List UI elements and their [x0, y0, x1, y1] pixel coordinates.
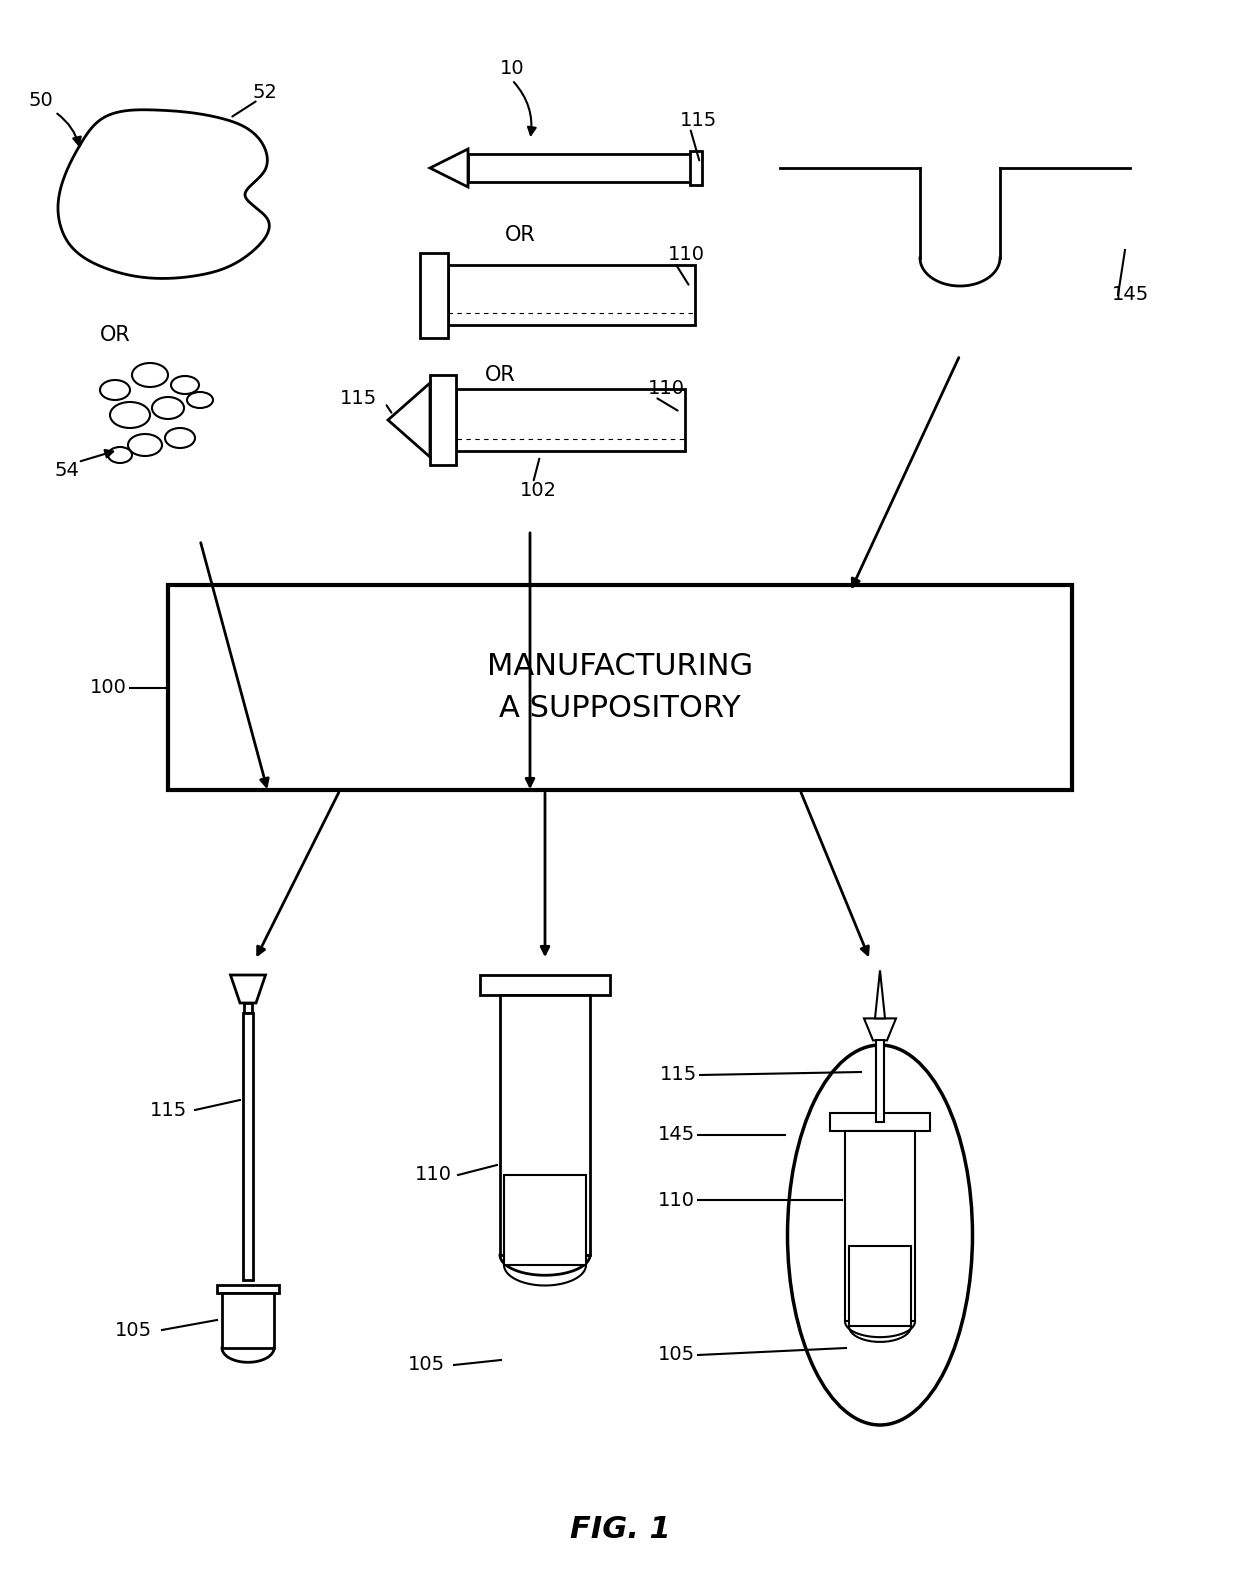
- Text: 115: 115: [340, 388, 377, 407]
- Text: 52: 52: [252, 83, 277, 102]
- Text: 115: 115: [150, 1101, 187, 1120]
- Text: 145: 145: [1112, 285, 1149, 304]
- Polygon shape: [875, 971, 885, 1018]
- Text: 105: 105: [658, 1346, 696, 1365]
- Text: 50: 50: [29, 91, 53, 110]
- Text: 102: 102: [520, 480, 557, 500]
- FancyBboxPatch shape: [844, 1131, 915, 1322]
- Text: OR: OR: [485, 364, 516, 385]
- FancyBboxPatch shape: [456, 390, 684, 450]
- Text: 110: 110: [649, 379, 684, 398]
- Text: OR: OR: [99, 325, 130, 345]
- Text: 105: 105: [408, 1356, 445, 1375]
- FancyBboxPatch shape: [875, 1041, 884, 1122]
- Polygon shape: [231, 975, 265, 1002]
- Ellipse shape: [108, 447, 131, 463]
- FancyBboxPatch shape: [849, 1246, 911, 1327]
- Text: 100: 100: [91, 678, 126, 697]
- FancyBboxPatch shape: [503, 1176, 587, 1265]
- FancyBboxPatch shape: [167, 585, 1073, 791]
- FancyBboxPatch shape: [243, 1013, 253, 1281]
- Ellipse shape: [131, 363, 167, 387]
- FancyBboxPatch shape: [689, 151, 702, 185]
- FancyBboxPatch shape: [420, 253, 448, 337]
- FancyBboxPatch shape: [244, 1002, 252, 1013]
- FancyBboxPatch shape: [830, 1114, 930, 1131]
- Polygon shape: [430, 150, 467, 188]
- Polygon shape: [864, 1018, 897, 1041]
- Ellipse shape: [110, 403, 150, 428]
- Text: 54: 54: [55, 460, 79, 479]
- FancyBboxPatch shape: [480, 975, 610, 994]
- Ellipse shape: [165, 428, 195, 449]
- Text: 110: 110: [658, 1190, 694, 1209]
- FancyBboxPatch shape: [467, 154, 701, 181]
- Ellipse shape: [171, 375, 198, 395]
- Text: 110: 110: [415, 1166, 453, 1185]
- Text: FIG. 1: FIG. 1: [569, 1516, 671, 1545]
- Ellipse shape: [187, 391, 213, 407]
- Ellipse shape: [787, 1045, 972, 1426]
- Text: MANUFACTURING
A SUPPOSITORY: MANUFACTURING A SUPPOSITORY: [487, 652, 753, 724]
- FancyBboxPatch shape: [448, 266, 694, 325]
- FancyBboxPatch shape: [222, 1293, 274, 1348]
- Polygon shape: [388, 383, 430, 457]
- FancyBboxPatch shape: [430, 375, 456, 465]
- Text: 105: 105: [115, 1321, 153, 1340]
- Text: 145: 145: [658, 1125, 696, 1144]
- Ellipse shape: [100, 380, 130, 399]
- Ellipse shape: [128, 434, 162, 457]
- FancyBboxPatch shape: [217, 1286, 279, 1293]
- Ellipse shape: [153, 398, 184, 418]
- Text: 110: 110: [668, 245, 706, 264]
- Text: 115: 115: [680, 110, 717, 129]
- Text: 10: 10: [500, 59, 525, 78]
- FancyBboxPatch shape: [500, 994, 590, 1255]
- Text: 115: 115: [660, 1066, 697, 1085]
- Text: OR: OR: [505, 224, 536, 245]
